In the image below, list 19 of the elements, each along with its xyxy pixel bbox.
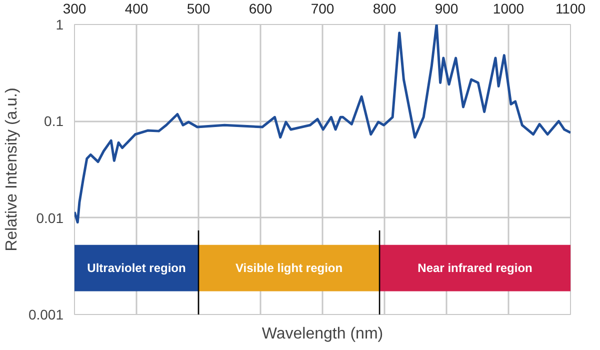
y-tick-label: 0.01 xyxy=(36,210,64,226)
band-label: Ultraviolet region xyxy=(87,261,186,276)
x-axis-title: Wavelength (nm) xyxy=(262,326,384,342)
y-tick-label: 1 xyxy=(56,16,64,32)
x-tick-label: 400 xyxy=(124,0,148,16)
x-tick-label: 1000 xyxy=(492,0,524,16)
y-tick-label: 0.1 xyxy=(44,113,64,130)
band-label: Visible light region xyxy=(235,261,343,276)
y-axis-title: Relative Intensity (a.u.) xyxy=(3,88,20,252)
x-tick-label: 900 xyxy=(434,0,458,16)
x-tick-label: 1100 xyxy=(555,0,586,16)
x-tick-label: 700 xyxy=(310,0,334,16)
x-tick-label: 300 xyxy=(62,0,86,16)
x-tick-label: 800 xyxy=(372,0,396,16)
line-series xyxy=(74,24,570,224)
y-tick-label: 0.001 xyxy=(28,306,64,322)
x-tick-label: 500 xyxy=(186,0,210,16)
x-tick-label: 600 xyxy=(248,0,272,16)
band-label: Near infrared region xyxy=(418,261,532,276)
